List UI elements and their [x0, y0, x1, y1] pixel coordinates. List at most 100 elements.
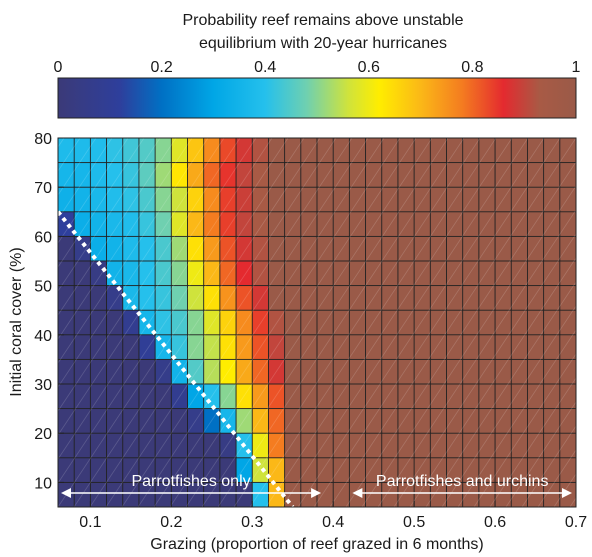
heatmap-cell: [251, 138, 270, 164]
heatmap-cell: [187, 211, 205, 238]
heatmap-cell: [413, 260, 432, 287]
heatmap-cell: [332, 235, 351, 262]
heatmap-cell: [559, 285, 576, 311]
heatmap-cell: [251, 457, 270, 484]
heatmap-cell: [332, 432, 351, 459]
heatmap-cell: [429, 383, 448, 410]
plot-frame: [57, 137, 577, 508]
heatmap-cell: [478, 334, 496, 361]
heatmap-cell: [559, 235, 576, 262]
heatmap-cell: [284, 186, 302, 213]
heatmap-cell: [73, 358, 92, 385]
colorbar-title-line2: equilibrium with 20-year hurricanes: [199, 35, 447, 52]
heatmap-cell: [170, 260, 189, 287]
heatmap-cell: [543, 162, 561, 188]
heatmap-cell: [89, 309, 108, 336]
heatmap-cell: [170, 432, 189, 459]
heatmap-cell: [203, 260, 221, 287]
heatmap-cell: [494, 358, 512, 385]
heatmap-cell: [510, 334, 529, 361]
heatmap-cell: [478, 138, 496, 164]
heatmap-cell: [187, 162, 205, 188]
heatmap-cell: [203, 309, 221, 336]
hatch-line: [58, 138, 225, 388]
heatmap-cell: [494, 260, 512, 287]
hatch-line: [137, 138, 385, 507]
heatmap-cell: [348, 432, 367, 459]
heatmap-cell: [348, 334, 367, 361]
colorbar-tick-label: 0.4: [254, 59, 276, 76]
heatmap-cell: [235, 285, 253, 311]
annotations: Parrotfishes only Parrotfishes and urchin…: [61, 473, 572, 498]
hatch-line: [217, 138, 465, 507]
heatmap-cell: [446, 358, 464, 385]
y-tick-label: 30: [34, 377, 52, 394]
heatmap-cell: [187, 285, 205, 311]
heatmap-cell: [89, 285, 108, 311]
heatmap-cell: [316, 186, 334, 213]
annotation-arrowhead: [311, 488, 322, 498]
heatmap-cell: [332, 334, 351, 361]
hatch-line: [58, 138, 257, 436]
heatmap-cell: [510, 186, 529, 213]
y-axis-label: Initial coral cover (%): [8, 247, 25, 396]
hatch-line: [489, 377, 576, 507]
heatmap-cell: [170, 162, 189, 188]
heatmap-cell: [365, 358, 383, 385]
heatmap-cell: [58, 358, 75, 385]
heatmap-cell: [543, 260, 561, 287]
heatmap-cell: [316, 358, 334, 385]
heatmap-cell: [187, 309, 205, 336]
colorbar-tick-label: 1: [572, 59, 581, 76]
heatmap-cell: [381, 408, 399, 434]
heatmap-cell: [122, 334, 140, 361]
heatmap-cell: [413, 408, 432, 434]
heatmap-cell: [381, 285, 399, 311]
heatmap-cell: [559, 162, 576, 188]
heatmap-cell: [462, 285, 480, 311]
heatmap-cell: [89, 138, 108, 164]
heatmap-cell: [559, 211, 576, 238]
heatmap-cell: [235, 408, 253, 434]
y-tick-label: 70: [34, 180, 52, 197]
heatmap-cell: [58, 260, 75, 287]
heatmap-cell: [300, 162, 318, 188]
heatmap-cell: [106, 383, 124, 410]
heatmap-cell: [446, 334, 464, 361]
heatmap-cell: [251, 211, 270, 238]
heatmap-cell: [284, 260, 302, 287]
hatch-line: [233, 138, 481, 507]
heatmap-cell: [300, 186, 318, 213]
heatmap-cell: [106, 334, 124, 361]
heatmap-cell: [89, 408, 108, 434]
heatmap-cell: [381, 162, 399, 188]
heatmap-cell: [284, 457, 302, 484]
heatmap-cell: [58, 432, 75, 459]
annotation-arrowhead: [562, 488, 572, 498]
heatmap-cell: [300, 211, 318, 238]
heatmap-cell: [251, 481, 270, 507]
heatmap-cell: [251, 408, 270, 434]
heatmap-cell: [284, 408, 302, 434]
heatmap-cell: [365, 138, 383, 164]
hatch-line: [345, 161, 576, 507]
hatch-line: [153, 138, 401, 507]
heatmap-cell: [316, 138, 334, 164]
heatmap-cell: [413, 334, 432, 361]
annotation-label: Parrotfishes and urchins: [376, 473, 549, 490]
hatch-line: [58, 138, 145, 268]
hatch-line: [441, 305, 576, 507]
heatmap-cell: [235, 138, 253, 164]
heatmap-cell: [332, 481, 351, 507]
heatmap-cell: [397, 285, 415, 311]
y-tick-label: 50: [34, 279, 52, 296]
heatmap-cell: [300, 432, 318, 459]
heatmap-cell: [219, 432, 237, 459]
heatmap-cell: [526, 309, 545, 336]
heatmap-cell: [446, 309, 464, 336]
heatmap-cell: [203, 235, 221, 262]
heatmap-cell: [138, 211, 156, 238]
colorbar-tick-label: 0: [54, 59, 63, 76]
heatmap-cell: [251, 432, 270, 459]
heatmap-cell: [348, 383, 367, 410]
